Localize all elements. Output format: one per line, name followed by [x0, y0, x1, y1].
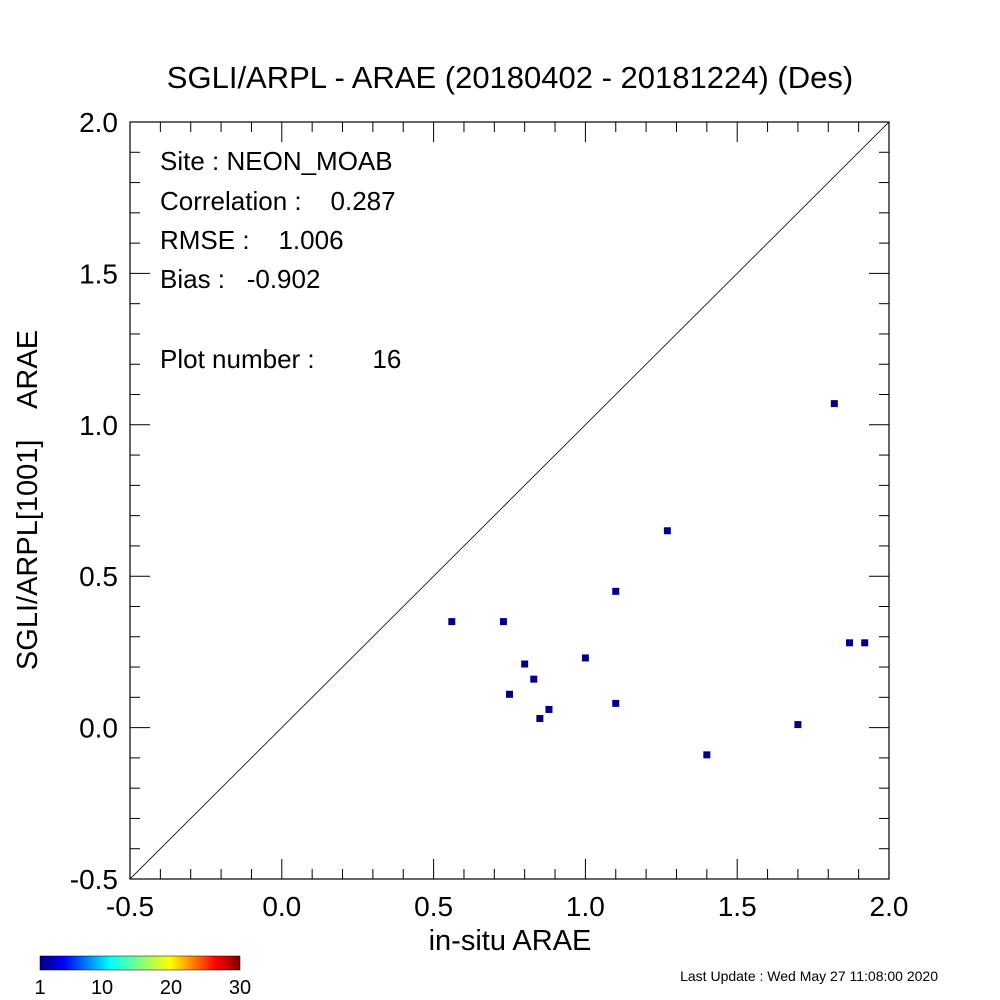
- data-point: [536, 715, 544, 723]
- data-points: [448, 400, 869, 759]
- tick-labels: -0.5 0.0 0.5 1.0 1.5 2.0 -0.5 0.0 0.5 1.0 1.5 2.0: [70, 107, 909, 922]
- x-tick-label: 0.5: [414, 891, 453, 922]
- data-point: [612, 587, 620, 595]
- y-tick-label: 0.5: [79, 561, 118, 592]
- data-point: [530, 675, 538, 683]
- data-point: [499, 618, 507, 626]
- y-tick-label: 1.5: [79, 258, 118, 289]
- data-point: [663, 527, 671, 535]
- x-axis-label: in-situ ARAE: [429, 925, 592, 957]
- colorbar-tick-label: 10: [91, 977, 113, 999]
- x-tick-label: 0.0: [262, 891, 301, 922]
- data-point: [545, 705, 553, 713]
- x-tick-label: 2.0: [870, 891, 909, 922]
- x-tick-label: 1.5: [718, 891, 757, 922]
- colorbar-tick-label: 20: [160, 977, 182, 999]
- y-axis-label: SGLI/ARPL[1001] ARAE: [12, 330, 44, 670]
- site-label: Site : NEON_MOAB: [160, 146, 393, 176]
- chart-title: SGLI/ARPL - ARAE (20180402 - 20181224) (…: [167, 60, 853, 95]
- data-point: [861, 639, 869, 647]
- stats-annotations: Site : NEON_MOAB Correlation : 0.287 RMS…: [160, 146, 401, 374]
- bias-label: Bias : -0.902: [160, 264, 320, 294]
- colorbar-labels: 1 10 20 30: [34, 977, 251, 999]
- plot-number-label: Plot number : 16: [160, 344, 401, 374]
- y-tick-label: 0.0: [79, 713, 118, 744]
- data-point: [794, 721, 802, 729]
- x-tick-label: -0.5: [106, 891, 154, 922]
- colorbar: [39, 955, 241, 971]
- data-point: [612, 699, 620, 707]
- y-tick-label: -0.5: [70, 864, 118, 895]
- reference-line-1to1: [130, 122, 889, 879]
- last-update-text: Last Update : Wed May 27 11:08:00 2020: [680, 968, 938, 984]
- data-point: [506, 690, 513, 698]
- y-tick-label: 2.0: [79, 107, 118, 138]
- data-point: [448, 618, 456, 626]
- data-point: [703, 751, 711, 759]
- data-point: [846, 639, 854, 647]
- colorbar-tick-label: 30: [229, 977, 251, 999]
- data-point: [581, 654, 589, 662]
- data-point: [830, 400, 838, 408]
- data-point: [521, 660, 529, 668]
- plot-frame: [129, 121, 890, 880]
- rmse-label: RMSE : 1.006: [160, 225, 344, 255]
- y-tick-label: 1.0: [79, 410, 118, 441]
- x-tick-label: 1.0: [566, 891, 605, 922]
- correlation-label: Correlation : 0.287: [160, 186, 396, 216]
- colorbar-tick-label: 1: [34, 977, 45, 999]
